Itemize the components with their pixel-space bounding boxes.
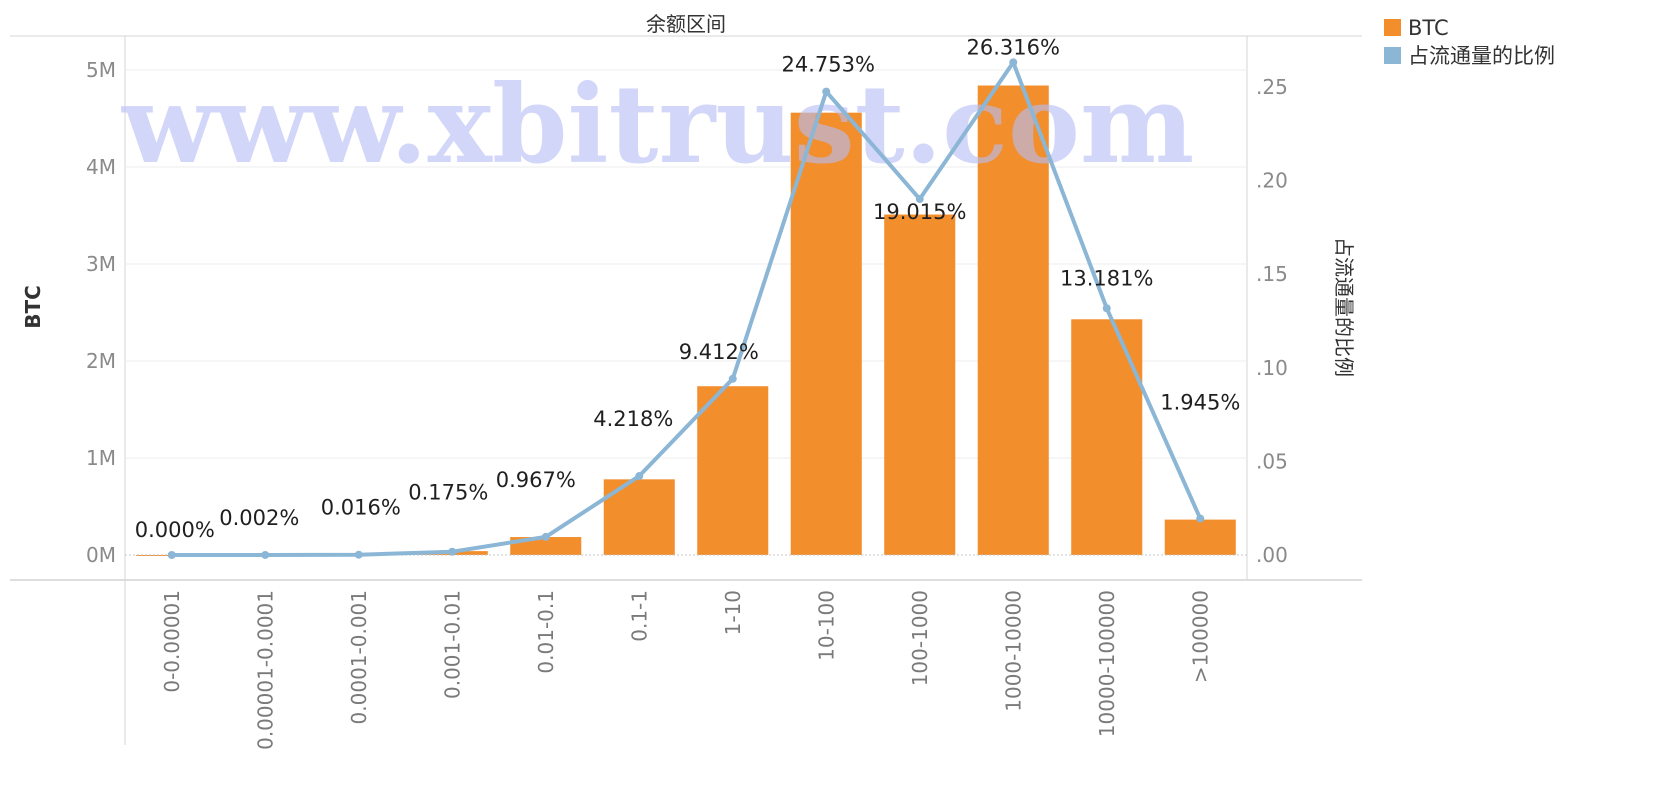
ratio-point [1009, 58, 1018, 67]
data-label: 26.316% [967, 35, 1060, 59]
legend-swatch-ratio [1384, 47, 1401, 64]
legend-label-btc: BTC [1408, 16, 1449, 40]
y2-tick-label: .15 [1256, 262, 1288, 286]
ratio-point [728, 374, 737, 383]
legend-label-ratio: 占流通量的比例 [1408, 44, 1555, 68]
ratio-point [541, 532, 550, 541]
category-label: 100-1000 [908, 590, 932, 686]
y-tick-label: 5M [86, 58, 116, 82]
data-labels: 0.000%0.002% 0.016% 0.175% 0.967% 4.218% 9.41… [135, 35, 1241, 542]
data-label: 4.218% [593, 407, 673, 431]
category-labels: 0-0.00001 0.00001-0.0001 0.0001-0.001 0.001… [160, 590, 1213, 750]
category-label: 0.0001-0.001 [347, 590, 371, 724]
watermark-text: www.xbitrust.com [121, 62, 1194, 188]
right-axis-ticks: .00 .05 .10 .15 .20 .25 [1256, 75, 1288, 567]
data-label: 13.181% [1060, 266, 1153, 290]
gridlines [125, 69, 1247, 459]
y2-tick-label: .25 [1256, 75, 1288, 99]
y-tick-label: 4M [86, 155, 116, 179]
bar [1164, 519, 1236, 555]
y2-tick-label: .00 [1256, 543, 1288, 567]
ratio-point [1196, 514, 1205, 523]
bar [697, 386, 769, 555]
category-label: 0-0.00001 [160, 590, 184, 693]
y-tick-label: 3M [86, 252, 116, 276]
category-label: 1000-10000 [1001, 590, 1025, 712]
bars [136, 85, 1236, 556]
y2-axis-title: 占流通量的比例 [1332, 237, 1356, 377]
ratio-point [261, 550, 270, 559]
y-tick-label: 1M [86, 446, 116, 470]
data-label: 0.175% [408, 481, 488, 505]
data-label: 9.412% [679, 340, 759, 364]
ratio-point [635, 472, 644, 481]
category-label: 10000-100000 [1095, 590, 1119, 737]
ratio-line [167, 58, 1205, 559]
left-axis-ticks: 0M 1M 2M 3M 4M 5M [86, 58, 116, 567]
legend: BTC 占流通量的比例 [1384, 16, 1555, 68]
ratio-point [822, 87, 831, 96]
category-label: 10-100 [814, 590, 838, 661]
y-axis-title: BTC [21, 285, 45, 329]
bar [790, 112, 862, 556]
category-label: >100000 [1188, 590, 1212, 683]
data-label: 0.016% [321, 496, 401, 520]
y2-tick-label: .05 [1256, 449, 1288, 473]
bar [884, 214, 956, 555]
ratio-point [1102, 304, 1111, 313]
data-label: 0.000% [135, 518, 215, 542]
y-tick-label: 2M [86, 349, 116, 373]
ratio-point [354, 550, 363, 559]
category-label: 0.01-0.1 [534, 590, 558, 674]
category-label: 1-10 [721, 590, 745, 635]
data-label: 0.002% [219, 506, 299, 530]
data-label: 1.945% [1160, 391, 1240, 415]
data-label: 24.753% [782, 53, 875, 77]
bar [1071, 319, 1143, 555]
category-label: 0.00001-0.0001 [253, 590, 277, 750]
ratio-point [915, 195, 924, 204]
data-label: 19.015% [873, 200, 966, 224]
y-tick-label: 0M [86, 543, 116, 567]
legend-swatch-btc [1384, 19, 1401, 36]
data-label: 0.967% [496, 468, 576, 492]
ratio-line-path [171, 60, 1203, 557]
y2-tick-label: .20 [1256, 169, 1288, 193]
chart-title: 余额区间 [646, 12, 726, 36]
category-label: 0.001-0.01 [440, 590, 464, 699]
y2-tick-label: .10 [1256, 356, 1288, 380]
ratio-point [167, 551, 176, 559]
bar [977, 85, 1049, 556]
category-label: 0.1-1 [627, 590, 651, 642]
ratio-point [448, 547, 457, 556]
